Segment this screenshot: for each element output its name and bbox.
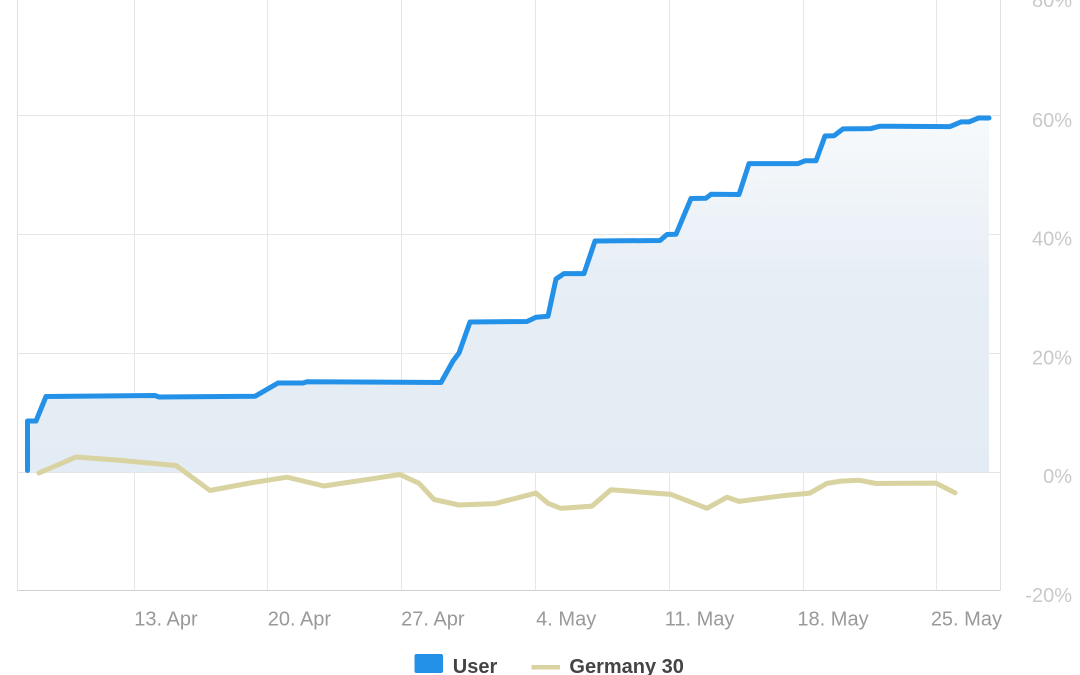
svg-text:80%: 80% — [1032, 0, 1072, 12]
svg-text:-20%: -20% — [1025, 585, 1072, 607]
svg-text:User: User — [453, 656, 498, 675]
svg-text:60%: 60% — [1032, 110, 1072, 132]
svg-text:27. Apr: 27. Apr — [401, 609, 465, 631]
svg-text:18. May: 18. May — [797, 609, 868, 631]
svg-text:13. Apr: 13. Apr — [134, 609, 198, 631]
svg-text:0%: 0% — [1043, 466, 1072, 488]
svg-text:25. May: 25. May — [931, 609, 1002, 631]
svg-text:Germany 30: Germany 30 — [569, 656, 684, 675]
svg-text:20%: 20% — [1032, 347, 1072, 369]
svg-text:40%: 40% — [1032, 229, 1072, 251]
svg-text:20. Apr: 20. Apr — [268, 609, 332, 631]
svg-text:11. May: 11. May — [665, 609, 735, 631]
svg-text:4. May: 4. May — [536, 609, 596, 631]
